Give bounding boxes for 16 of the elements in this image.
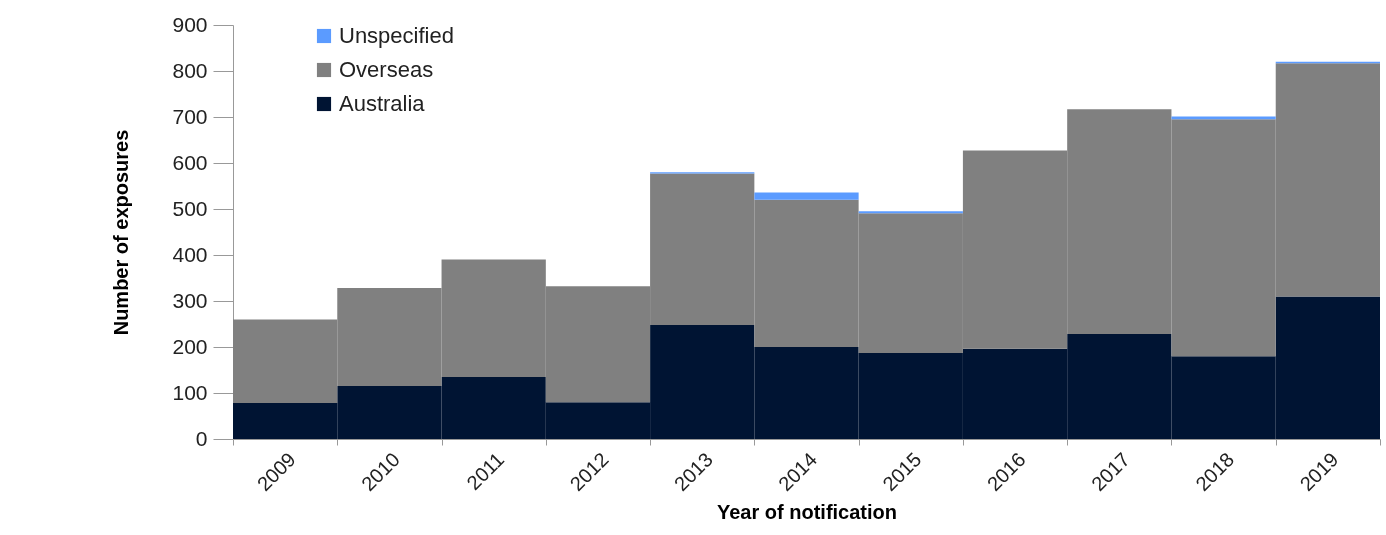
legend-label: Australia (339, 91, 426, 116)
legend-label: Overseas (339, 57, 434, 82)
y-tick-label: 400 (172, 242, 208, 266)
y-tick-label: 600 (172, 150, 208, 174)
y-tick-label: 500 (172, 196, 208, 220)
x-axis-title: Year of notification (716, 501, 898, 524)
y-axis-title: Number of exposures (110, 129, 133, 336)
y-tick-label: 700 (172, 104, 208, 128)
y-tick-label: 900 (172, 12, 208, 36)
y-tick-label: 800 (172, 58, 208, 82)
y-tick-label: 100 (172, 380, 208, 404)
bar (754, 192, 859, 200)
y-tick-label: 0 (195, 426, 208, 450)
y-tick-label: 200 (172, 334, 208, 358)
legend-label: Unspecified (339, 23, 454, 48)
y-tick-label: 300 (172, 288, 208, 312)
